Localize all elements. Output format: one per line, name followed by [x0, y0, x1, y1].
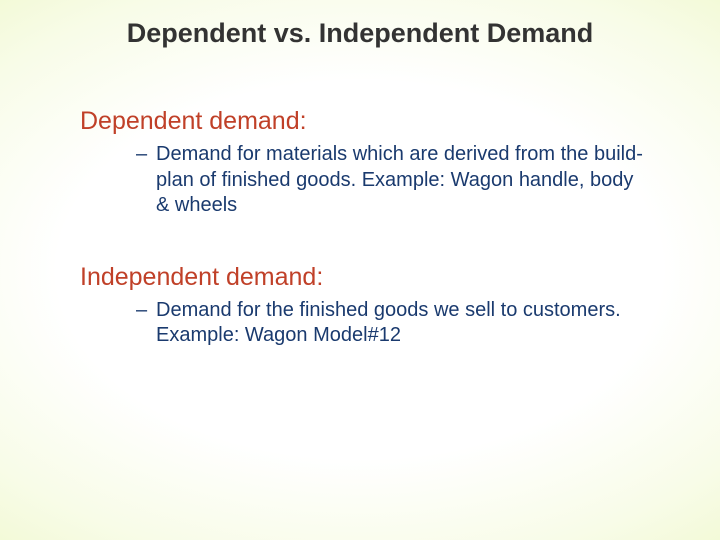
section-heading-independent: Independent demand: — [80, 263, 650, 292]
slide-content: Dependent demand: Demand for materials w… — [0, 107, 720, 349]
section-body-dependent: Demand for materials which are derived f… — [80, 142, 650, 219]
bullet-item: Demand for materials which are derived f… — [136, 142, 650, 219]
bullet-item: Demand for the finished goods we sell to… — [136, 298, 650, 349]
section-body-independent: Demand for the finished goods we sell to… — [80, 298, 650, 349]
section-independent: Independent demand: Demand for the finis… — [80, 263, 650, 349]
slide-title: Dependent vs. Independent Demand — [0, 18, 720, 49]
section-dependent: Dependent demand: Demand for materials w… — [80, 107, 650, 219]
section-heading-dependent: Dependent demand: — [80, 107, 650, 136]
slide: Dependent vs. Independent Demand Depende… — [0, 0, 720, 540]
